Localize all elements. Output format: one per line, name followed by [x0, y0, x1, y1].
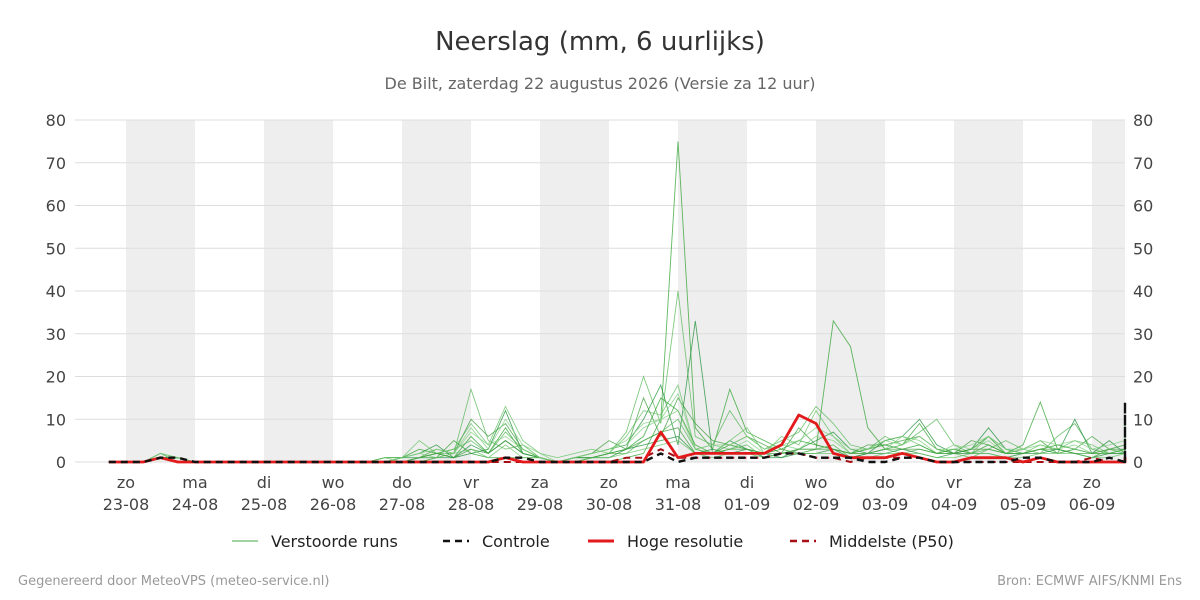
- x-tick-date: 30-08: [586, 495, 633, 514]
- x-tick-date: 29-08: [517, 495, 564, 514]
- x-tick-day: ma: [182, 473, 207, 492]
- x-tick-date: 23-08: [103, 495, 150, 514]
- x-tick-day: ma: [665, 473, 690, 492]
- y-tick-label-left: 40: [46, 282, 66, 301]
- legend-label: Hoge resolutie: [627, 532, 743, 551]
- x-tick-day: wo: [805, 473, 828, 492]
- x-tick-date: 26-08: [310, 495, 357, 514]
- y-tick-label-left: 20: [46, 368, 66, 387]
- x-tick-date: 25-08: [241, 495, 288, 514]
- y-tick-label-right: 20: [1133, 368, 1153, 387]
- y-tick-label-left: 0: [56, 453, 66, 472]
- footer-source: Bron: ECMWF AIFS/KNMI Ens: [997, 574, 1182, 589]
- x-tick-day: di: [257, 473, 272, 492]
- y-tick-label-right: 40: [1133, 282, 1153, 301]
- y-tick-label-right: 70: [1133, 154, 1153, 173]
- controle-line: [108, 400, 1127, 464]
- x-tick-date: 24-08: [172, 495, 219, 514]
- x-tick-date: 01-09: [724, 495, 771, 514]
- x-tick-day: do: [875, 473, 895, 492]
- chart-subtitle: De Bilt, zaterdag 22 augustus 2026 (Vers…: [385, 74, 816, 93]
- y-tick-label-left: 70: [46, 154, 66, 173]
- x-tick-day: zo: [600, 473, 618, 492]
- y-tick-label-left: 10: [46, 410, 66, 429]
- x-axis: zo 23-08 ma 24-08 di 25-08 wo 26-08 do 27-08 vr 28-…: [103, 473, 1116, 514]
- x-tick-day: za: [1014, 473, 1032, 492]
- x-tick-date: 05-09: [1000, 495, 1047, 514]
- y-tick-label-left: 50: [46, 239, 66, 258]
- chart-title: Neerslag (mm, 6 uurlijks): [435, 27, 765, 57]
- x-tick-day: zo: [117, 473, 135, 492]
- x-tick-day: do: [392, 473, 412, 492]
- main-series-lines: [108, 400, 1127, 464]
- x-tick-date: 03-09: [862, 495, 909, 514]
- y-tick-label-left: 80: [46, 111, 66, 130]
- y-tick-label-left: 30: [46, 325, 66, 344]
- x-tick-day: za: [531, 473, 549, 492]
- legend-label: Controle: [482, 532, 550, 551]
- x-tick-date: 04-09: [931, 495, 978, 514]
- footer-generated-by: Gegenereerd door MeteoVPS (meteo-service…: [18, 574, 329, 589]
- y-tick-label-right: 10: [1133, 410, 1153, 429]
- x-tick-day: zo: [1083, 473, 1101, 492]
- x-tick-date: 31-08: [655, 495, 702, 514]
- x-tick-date: 06-09: [1069, 495, 1116, 514]
- x-tick-date: 27-08: [379, 495, 426, 514]
- y-axis-right: 0 10 20 30 40 50 60 70 80: [1133, 111, 1153, 472]
- y-tick-label-right: 80: [1133, 111, 1153, 130]
- y-axis-left: 0 10 20 30 40 50 60 70 80: [46, 111, 66, 472]
- legend-label: Verstoorde runs: [271, 532, 398, 551]
- y-tick-label-right: 50: [1133, 239, 1153, 258]
- y-tick-label-right: 30: [1133, 325, 1153, 344]
- y-tick-label-right: 60: [1133, 197, 1153, 216]
- x-tick-day: vr: [463, 473, 479, 492]
- x-tick-day: vr: [946, 473, 962, 492]
- x-tick-date: 28-08: [448, 495, 495, 514]
- legend: Verstoorde runs Controle Hoge resolutie Mid…: [232, 532, 954, 551]
- legend-label: Middelste (P50): [829, 532, 954, 551]
- x-tick-day: wo: [322, 473, 345, 492]
- x-tick-day: di: [740, 473, 755, 492]
- y-tick-label-left: 60: [46, 197, 66, 216]
- y-tick-label-right: 0: [1133, 453, 1143, 472]
- x-tick-date: 02-09: [793, 495, 840, 514]
